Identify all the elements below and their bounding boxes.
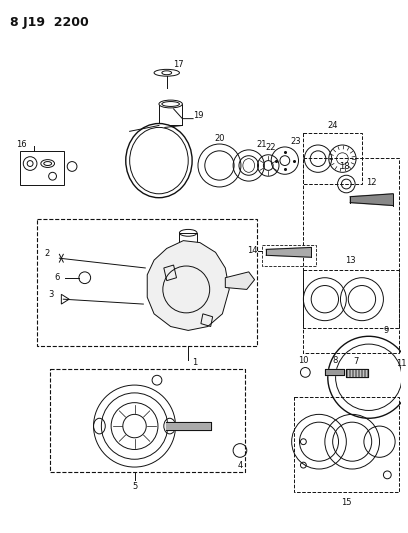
Ellipse shape (162, 102, 180, 107)
Polygon shape (325, 369, 344, 375)
Text: 17: 17 (173, 60, 184, 69)
Ellipse shape (159, 100, 182, 108)
Text: 7: 7 (353, 357, 359, 366)
Bar (304, 158, 399, 353)
Text: 9: 9 (384, 326, 389, 335)
Polygon shape (266, 247, 311, 257)
Text: 1: 1 (192, 358, 197, 367)
Ellipse shape (126, 124, 192, 198)
Text: 6: 6 (54, 273, 60, 282)
Text: 3: 3 (48, 290, 53, 299)
Text: 12: 12 (366, 177, 377, 187)
Text: 19: 19 (193, 111, 204, 120)
Text: 2: 2 (44, 249, 50, 258)
Circle shape (49, 172, 56, 180)
Bar (304, 133, 362, 184)
Text: 22: 22 (265, 143, 275, 152)
Polygon shape (346, 369, 368, 377)
Ellipse shape (41, 159, 55, 167)
Text: 13: 13 (345, 256, 355, 265)
Text: 23: 23 (290, 136, 302, 146)
Text: 21: 21 (257, 140, 267, 149)
Bar (294, 397, 399, 492)
Text: 8: 8 (332, 356, 337, 365)
Text: 10: 10 (298, 356, 308, 365)
Text: 16: 16 (16, 141, 27, 149)
Polygon shape (225, 272, 255, 289)
Polygon shape (147, 240, 229, 330)
Text: 20: 20 (214, 134, 225, 143)
Circle shape (23, 157, 37, 171)
Ellipse shape (154, 69, 180, 76)
Bar (180, 233, 197, 260)
Text: 8 J19  2200: 8 J19 2200 (10, 15, 89, 29)
Ellipse shape (44, 161, 51, 165)
Text: 24: 24 (327, 121, 338, 130)
Text: 11: 11 (396, 359, 407, 368)
Polygon shape (166, 422, 211, 430)
Text: 18: 18 (339, 162, 350, 171)
Circle shape (67, 161, 77, 171)
Bar (50, 369, 245, 472)
Text: 14: 14 (247, 246, 258, 255)
Bar (20, 151, 64, 185)
Text: 15: 15 (341, 498, 352, 507)
Text: 5: 5 (132, 482, 137, 491)
Circle shape (27, 160, 33, 166)
Polygon shape (350, 194, 393, 206)
Bar (262, 245, 316, 266)
Bar (304, 270, 399, 328)
Bar (159, 104, 182, 125)
Ellipse shape (130, 127, 188, 194)
Text: 4: 4 (237, 461, 243, 470)
Bar (37, 219, 257, 346)
Ellipse shape (162, 71, 172, 75)
